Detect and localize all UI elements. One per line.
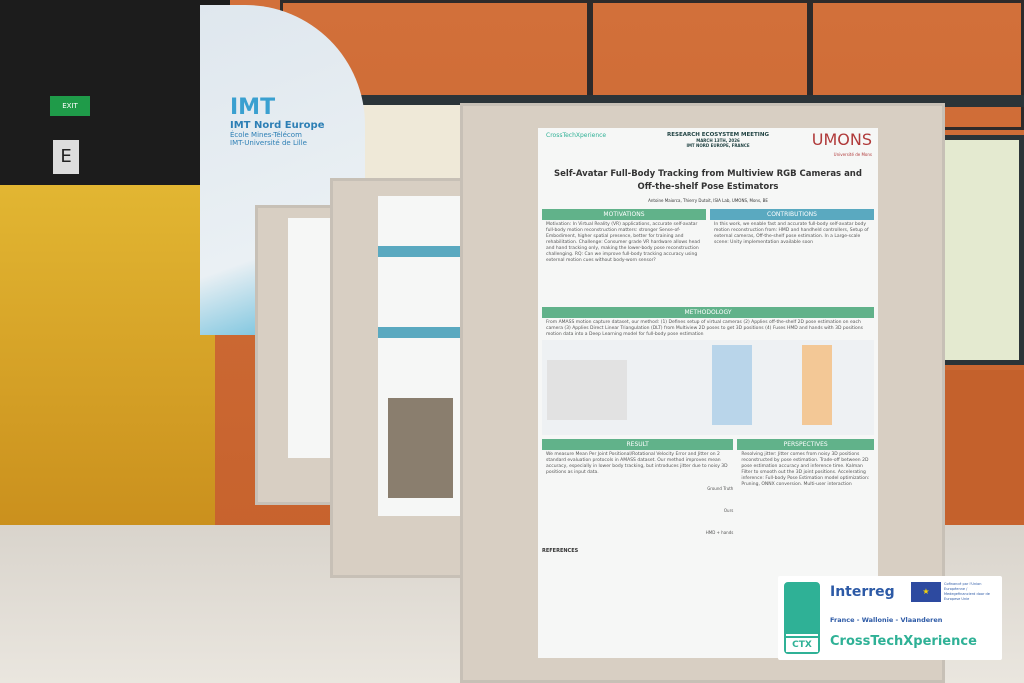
eu-text: Cofinancé par l'Union Européenne / Medeg… [944,582,990,601]
poster-board-middle [330,178,465,578]
exit-sign: EXIT [50,96,90,116]
section-references: REFERENCES [542,548,579,554]
window [938,135,1024,365]
row-hmd-hands: HMD + hands [705,530,734,535]
eu-flag-icon: ★ [911,582,941,602]
poster-title-1: Self-Avatar Full-Body Tracking from Mult… [554,169,862,179]
door-letter: E [53,140,79,174]
banner-line3: IMT-Université de Lille [230,139,307,147]
row-ground-truth: Ground Truth [707,486,734,491]
banner-org: IMT Nord Europe [230,120,325,131]
ctx-mark: CTX [784,582,820,654]
poster-title-2: Off-the-shelf Pose Estimators [637,182,779,192]
poster-ctx-logo: CrossTechXperience [546,132,607,139]
result-text: We measure Mean Per Joint Positional/Rot… [546,452,728,475]
contributions-text: In this work, we enable fast and accurat… [714,222,869,245]
wall-panel [938,370,1024,520]
section-motivations: MOTIVATIONS [542,209,706,220]
motivations-text: Motivation: In Virtual Reality (VR) appl… [546,222,701,263]
poster-middle [378,196,463,516]
row-ours: Ours [723,508,734,513]
methodology-diagram [542,340,874,435]
crosstechxperience-logo: CTX Interreg ★ Cofinancé par l'Union Eur… [778,576,1002,660]
event-venue: IMT NORD EUROPE, FRANCE [686,143,750,148]
section-result: RESULT [542,439,734,450]
hallway [0,185,215,545]
methodology-text: From AMASS motion capture dataset, our m… [546,320,864,337]
dark-ceiling [0,0,230,190]
poster-board-far [255,205,335,505]
region-text: France - Wallonie - Vlaanderen [830,616,943,624]
umons-sub: Université de Mons [833,152,872,157]
section-methodology: METHODOLOGY [542,307,874,318]
glass-window [360,105,470,185]
ctx-text: CTX [786,636,818,652]
banner-line2: École Mines-Télécom [230,131,302,139]
section-contributions: CONTRIBUTIONS [710,209,874,220]
interreg-text: Interreg [830,584,895,600]
umons-logo: UMONS [811,130,872,149]
poster-authors: Antoine Maiorca, Thierry Dutoit, ISIA La… [648,198,768,203]
perspectives-text: Resolving jitter: Jitter comes from nois… [741,452,870,487]
project-name: CrossTechXperience [830,634,977,649]
wall-panel [590,0,810,100]
poster-far [288,218,333,458]
event-name: RESEARCH ECOSYSTEM MEETING [667,132,769,138]
research-poster: CrossTechXperience RESEARCH ECOSYSTEM ME… [538,128,878,658]
event-date: MARCH 13TH, 2026 [696,138,740,143]
section-perspectives: PERSPECTIVES [737,439,874,450]
